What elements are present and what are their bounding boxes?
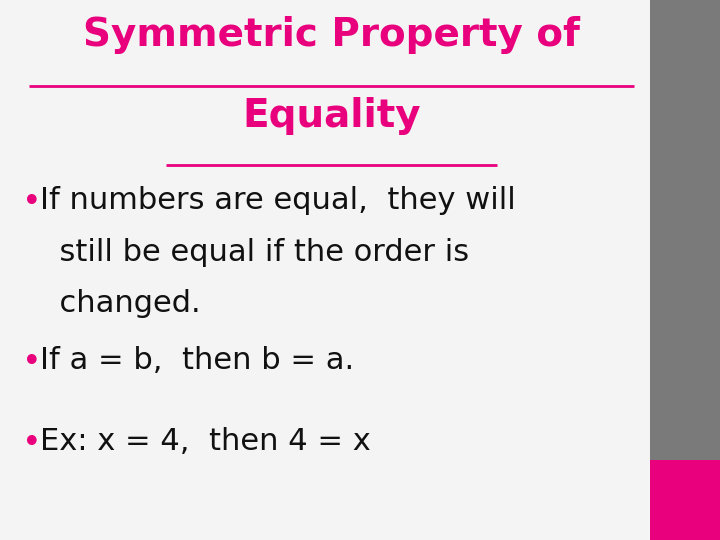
Text: •: • bbox=[22, 346, 41, 379]
Text: changed.: changed. bbox=[40, 289, 200, 318]
Bar bbox=[650, 460, 720, 540]
Text: Symmetric Property of: Symmetric Property of bbox=[83, 16, 580, 54]
Text: If numbers are equal,  they will: If numbers are equal, they will bbox=[40, 186, 516, 215]
Text: •: • bbox=[22, 186, 41, 219]
Text: still be equal if the order is: still be equal if the order is bbox=[40, 238, 469, 267]
Bar bbox=[650, 0, 720, 540]
Text: Ex: x = 4,  then 4 = x: Ex: x = 4, then 4 = x bbox=[40, 427, 370, 456]
Text: If a = b,  then b = a.: If a = b, then b = a. bbox=[40, 346, 354, 375]
Text: Equality: Equality bbox=[242, 97, 420, 135]
Text: •: • bbox=[22, 427, 41, 460]
